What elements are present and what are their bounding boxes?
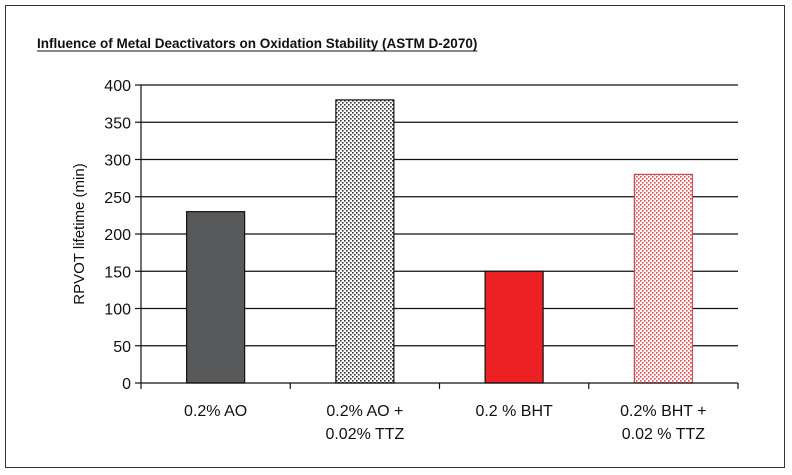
- bar-4: [633, 173, 693, 384]
- y-tick-label: 300: [104, 153, 131, 170]
- y-tick-label: 200: [104, 227, 131, 244]
- chart-title: Influence of Metal Deactivators on Oxida…: [37, 36, 477, 51]
- bar-2: [335, 99, 395, 384]
- category-label: 0.2 % BHT: [475, 403, 553, 420]
- y-tick-label: 150: [104, 264, 131, 281]
- category-label: 0.2% BHT +: [620, 403, 706, 420]
- x-axis-categories: 0.2% AO 0.2% AO + 0.02% TTZ 0.2 % BHT 0.2% B…: [184, 403, 707, 443]
- category-label: 0.02% TTZ: [325, 426, 404, 443]
- y-tick-label: 350: [104, 115, 131, 132]
- y-tick-label: 50: [113, 339, 131, 356]
- bars: [186, 99, 693, 384]
- y-tick-label: 400: [104, 78, 131, 95]
- bar-1: [186, 211, 246, 384]
- y-tick-label: 0: [122, 376, 131, 393]
- y-axis-ticks: 0 50 100 150 200 250 300 350 400: [104, 78, 141, 393]
- y-tick-label: 250: [104, 190, 131, 207]
- category-label: 0.2% AO +: [326, 403, 403, 420]
- category-label: 0.2% AO: [184, 403, 247, 420]
- y-axis-label: RPVOT lifetime (min): [71, 163, 88, 304]
- axes: [140, 85, 739, 389]
- bar-3: [484, 270, 544, 384]
- category-label: 0.02 % TTZ: [622, 426, 706, 443]
- y-tick-label: 100: [104, 302, 131, 319]
